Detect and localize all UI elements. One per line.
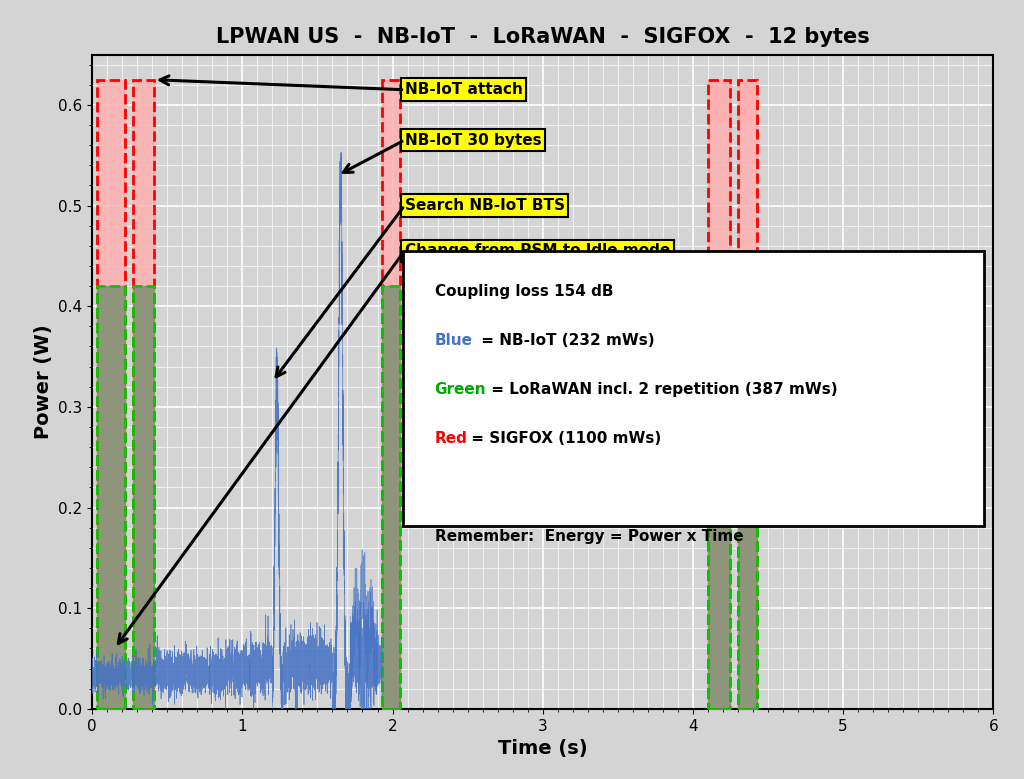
- Text: Red: Red: [434, 431, 468, 446]
- Text: = NB-IoT (232 mWs): = NB-IoT (232 mWs): [476, 333, 654, 347]
- X-axis label: Time (s): Time (s): [498, 739, 588, 758]
- Bar: [96, 79, 125, 709]
- FancyBboxPatch shape: [403, 251, 984, 526]
- Bar: [708, 286, 730, 709]
- Text: Coupling loss 154 dB: Coupling loss 154 dB: [434, 284, 613, 298]
- Text: NB-IoT attach: NB-IoT attach: [404, 83, 522, 97]
- Bar: [133, 79, 154, 709]
- Y-axis label: Power (W): Power (W): [34, 324, 52, 439]
- Text: = LoRaWAN incl. 2 repetition (387 mWs): = LoRaWAN incl. 2 repetition (387 mWs): [486, 382, 838, 397]
- Title: LPWAN US  -  NB-IoT  -  LoRaWAN  -  SIGFOX  -  12 bytes: LPWAN US - NB-IoT - LoRaWAN - SIGFOX - 1…: [216, 27, 869, 48]
- Bar: [382, 286, 400, 709]
- Text: NB-IoT 30 bytes: NB-IoT 30 bytes: [404, 132, 541, 147]
- Text: = SIGFOX (1100 mWs): = SIGFOX (1100 mWs): [466, 431, 660, 446]
- Text: Change from PSM to Idle mode: Change from PSM to Idle mode: [404, 243, 670, 259]
- Bar: [382, 79, 400, 709]
- Text: Search NB-IoT BTS: Search NB-IoT BTS: [404, 198, 564, 213]
- Bar: [738, 286, 758, 709]
- Bar: [133, 286, 154, 709]
- Text: Blue: Blue: [434, 333, 473, 347]
- Bar: [708, 79, 730, 709]
- Text: Green: Green: [434, 382, 486, 397]
- Bar: [96, 286, 125, 709]
- Bar: [738, 79, 758, 709]
- Text: Remember:  Energy = Power x Time: Remember: Energy = Power x Time: [434, 529, 743, 544]
